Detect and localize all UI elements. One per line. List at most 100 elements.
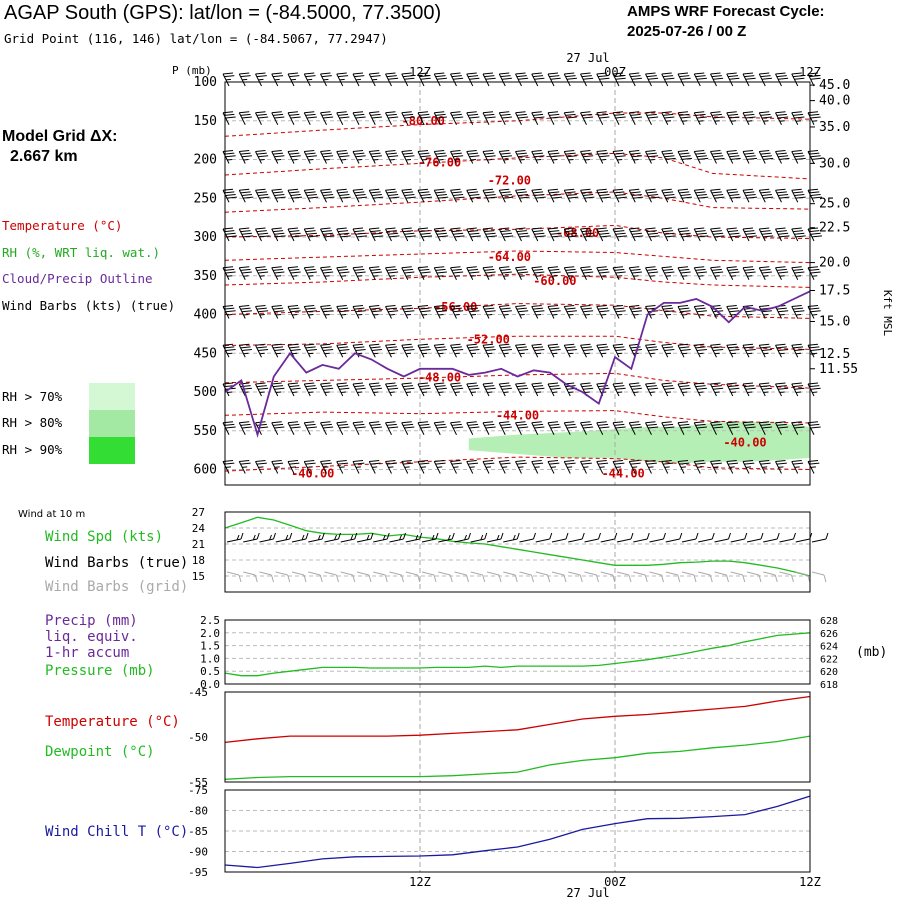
wind-barb-10m-grid	[763, 571, 778, 583]
wind-barb-flag	[401, 72, 412, 75]
wind-barb-flag	[242, 466, 248, 468]
wind-barb-flag	[292, 314, 298, 316]
wind-barb-flag	[677, 150, 689, 152]
wind-barb-flag	[516, 113, 527, 116]
wind-barb-staff	[482, 306, 490, 319]
wind-barb-flag	[340, 352, 347, 355]
wind-barb-staff	[791, 383, 799, 397]
wind-barb-staff	[531, 306, 539, 319]
wind-barb-flag	[419, 423, 430, 426]
wind-barb-flag	[583, 466, 589, 468]
wind-barb-flag	[436, 310, 447, 313]
wind-barb-flag	[405, 159, 412, 161]
wind-barb-flag	[371, 310, 382, 313]
wind-barb-flag	[304, 305, 315, 307]
wind-barb-flag	[714, 157, 725, 160]
wind-barb-upper	[320, 382, 334, 397]
wind-barb-flag	[778, 155, 789, 158]
wind-barb-flag	[470, 159, 477, 161]
wind-barb-upper	[255, 382, 269, 397]
wind-barb-flag	[584, 391, 590, 394]
wind-barb-flag	[289, 113, 300, 116]
wind-barb-upper	[417, 382, 431, 397]
wind-barb-flag	[629, 421, 640, 424]
rh-legend-80-swatch	[89, 410, 135, 437]
wind-barb-upper	[336, 188, 351, 203]
wind-barb-flag	[370, 268, 381, 271]
wind-barb-staff	[503, 538, 518, 543]
wind-barb-flag	[336, 111, 347, 114]
wind-barb-10m-grid	[356, 571, 372, 583]
wind-barb-flag	[583, 349, 594, 352]
wind-barb-flag	[454, 235, 465, 238]
wind-barb-staff	[368, 422, 376, 435]
wind-barb-flag	[552, 314, 558, 316]
wind-barb-flag	[629, 460, 640, 462]
wind-barb-flag	[664, 194, 675, 197]
wind-barb-10m-grid	[503, 571, 518, 583]
wind-barb-flag	[224, 152, 235, 155]
wind-barb-flag	[679, 75, 690, 78]
wind-barb-flag	[795, 275, 802, 277]
wind-barb-flag	[241, 271, 252, 274]
wind-barb-upper	[547, 382, 561, 397]
wind-barb-flag	[389, 196, 400, 199]
wind-barb-staff	[547, 190, 555, 203]
wind-barb-staff	[401, 383, 409, 397]
wind-barb-upper	[238, 382, 252, 397]
wind-barb-flag	[519, 235, 530, 238]
rh-legend-90-swatch	[89, 437, 135, 464]
wind-barb-flag	[436, 349, 447, 352]
wind-barb-flag	[663, 191, 674, 194]
wind-barb-staff	[645, 422, 652, 435]
wind-barb-flag	[437, 466, 443, 468]
wind-barb-staff	[519, 571, 532, 576]
wind-barb-flag	[305, 268, 316, 271]
wind-barb-flag	[649, 352, 655, 355]
wind-barb-flag	[534, 349, 545, 352]
wind-barb-upper	[255, 150, 269, 164]
wind-barb-flag	[292, 275, 298, 277]
wind-barb-flag	[726, 343, 737, 346]
wind-barb-staff	[726, 228, 734, 242]
wind-barb-flag	[450, 305, 461, 307]
wind-barb-upper	[710, 343, 724, 358]
wind-barb-flag	[759, 421, 770, 424]
wind-barb-staff	[763, 571, 776, 576]
wind-barb-flag	[791, 111, 802, 114]
wind-barb-flag	[289, 462, 300, 465]
wind-barb-flag	[320, 460, 331, 462]
wind-barb-flag	[535, 391, 542, 394]
top-date-label: 27 Jul	[566, 51, 609, 65]
wind-barb-flag	[289, 191, 300, 194]
wind-barb-flag	[454, 196, 465, 199]
wind-barb-flag	[255, 382, 266, 385]
wind-barb-flag	[324, 196, 335, 199]
wind-barb-flag	[371, 387, 382, 390]
height-tick-label: 12.5	[819, 347, 850, 362]
wind-barb-flag	[323, 349, 334, 352]
wind-barb-upper	[401, 460, 414, 474]
wind-barb-flag	[482, 266, 494, 269]
wind-barb-upper	[466, 266, 480, 280]
precip-panel-frame	[224, 619, 811, 685]
wind-barb-staff	[401, 112, 409, 125]
wind-barb-flag	[241, 194, 252, 197]
wind-barb-10m-grid	[779, 571, 794, 583]
wind-barb-staff	[385, 228, 392, 242]
wind-barb-staff	[531, 73, 539, 87]
wind-barb-flag	[320, 343, 331, 346]
wind-barb-flag	[633, 314, 639, 316]
wind-barb-staff	[352, 422, 360, 435]
wind-barb-10m-grid	[324, 571, 339, 583]
wind-barb-flag	[729, 426, 740, 429]
wind-barb-flag	[710, 150, 721, 152]
wind-barb-flag	[677, 421, 689, 424]
wind-barb-flag	[454, 314, 460, 316]
wind-barb-staff	[807, 112, 815, 125]
wind-barb-flag	[287, 460, 299, 462]
wind-barb-staff	[649, 538, 664, 543]
wind-barb-staff	[433, 267, 441, 280]
wind-barb-flag	[339, 78, 345, 81]
wind-barb-staff	[320, 383, 327, 397]
